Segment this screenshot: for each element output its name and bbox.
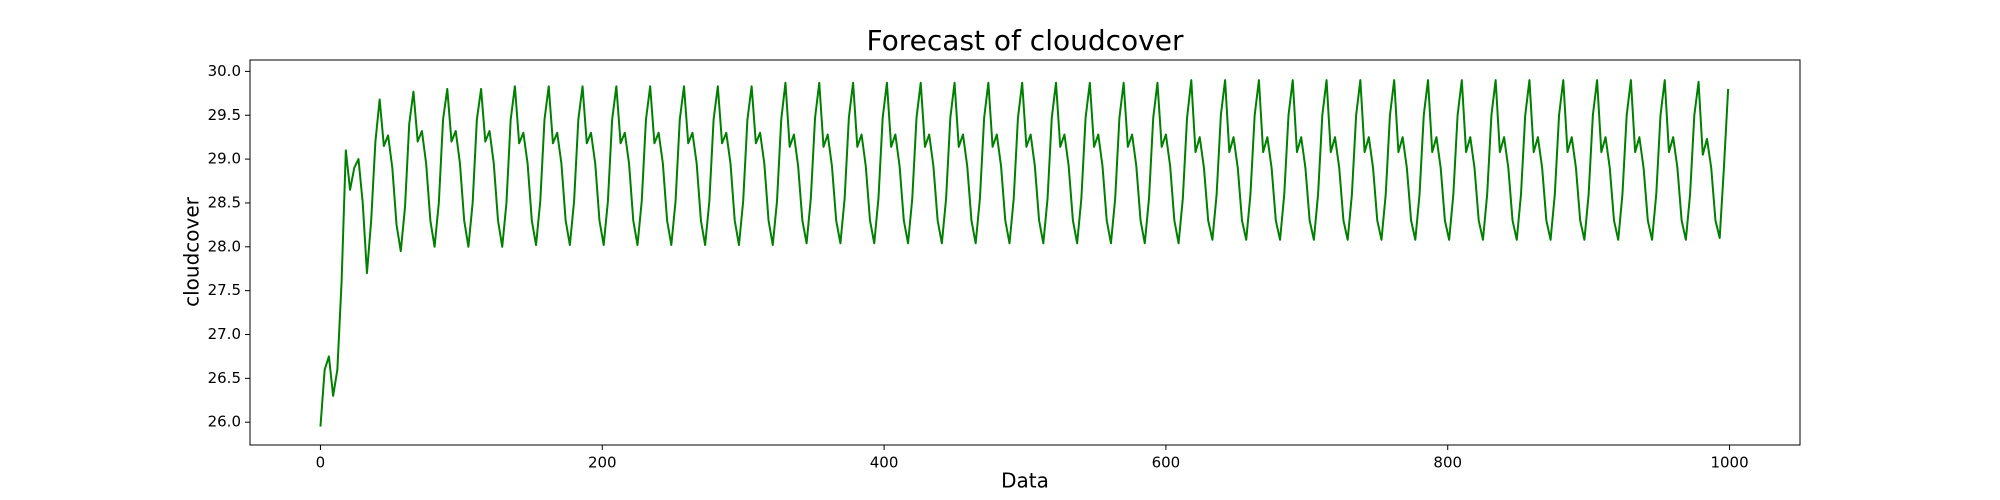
x-tick-label: 1000 — [1710, 454, 1748, 472]
plot-frame — [249, 59, 1801, 446]
x-tick-label: 600 — [1152, 454, 1181, 472]
y-tick-label: 26.0 — [208, 413, 241, 431]
y-axis-label: cloudcover — [180, 196, 204, 307]
x-tick-label: 200 — [588, 454, 617, 472]
y-tick-label: 27.5 — [208, 281, 241, 299]
y-tick-label: 29.5 — [208, 106, 241, 124]
y-tick-label: 30.0 — [208, 62, 241, 80]
chart-title: Forecast of cloudcover — [867, 24, 1184, 57]
data-line — [319, 79, 1730, 427]
y-tick-label: 27.0 — [208, 325, 241, 343]
y-tick-label: 29.0 — [208, 150, 241, 168]
x-tick-label: 0 — [316, 454, 326, 472]
x-axis-label: Data — [1001, 469, 1049, 493]
x-tick-label: 800 — [1433, 454, 1462, 472]
x-tick-label: 400 — [870, 454, 899, 472]
y-tick-label: 26.5 — [208, 369, 241, 387]
y-tick-label: 28.0 — [208, 237, 241, 255]
y-tick-label: 28.5 — [208, 193, 241, 211]
